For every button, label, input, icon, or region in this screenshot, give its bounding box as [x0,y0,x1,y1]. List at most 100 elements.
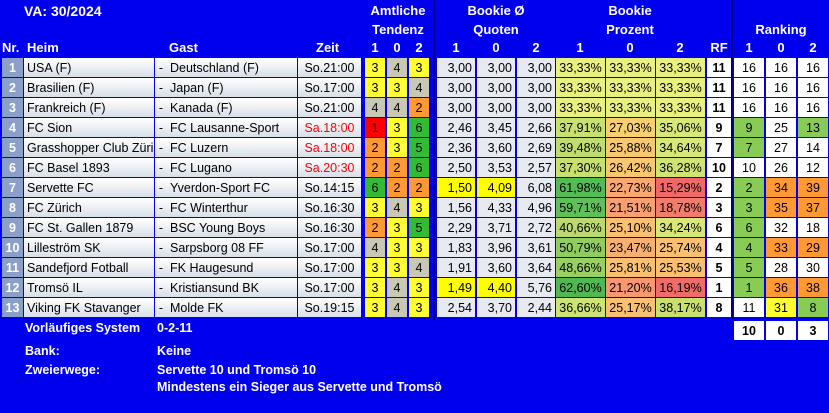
quote-2: 3,00 [517,98,555,117]
col-nr: Nr. [2,40,20,55]
tendenz-0: 4 [387,298,407,317]
rank-1: 2 [734,178,764,197]
prozent-0: 23,47% [606,238,655,257]
rf-value: 11 [707,58,731,77]
tendenz-0: 4 [387,58,407,77]
match-table-body: 1 USA (F) - Deutschland (F) So.21:00 3 4 3 3,00 3… [0,58,829,318]
prozent-2: 34,64% [656,138,705,157]
quote-2: 3,61 [517,238,555,257]
home-team: FC Basel 1893 [24,158,154,177]
row-number: 7 [2,178,23,197]
vs-dash: - [155,178,167,197]
row-number: 10 [2,238,23,257]
tendenz-2: 3 [409,198,429,217]
tendenz-0: 3 [387,218,407,237]
quote-1: 2,29 [437,218,475,237]
quote-2: 2,57 [517,158,555,177]
prozent-0: 25,17% [606,298,655,317]
prozent-2: 34,24% [656,218,705,237]
prozent-1: 48,66% [556,258,605,277]
row-number: 5 [2,138,23,157]
rf-value: 6 [707,218,731,237]
rf-value: 11 [707,78,731,97]
quote-1: 1,83 [437,238,475,257]
row-number: 8 [2,198,23,217]
rank-0: 33 [766,238,796,257]
prozent-2: 33,33% [656,58,705,77]
kickoff-time: So.16:30 [298,198,361,217]
quote-2: 6,08 [517,178,555,197]
home-team: FC St. Gallen 1879 [24,218,154,237]
prozent-0: 33,33% [606,58,655,77]
rank-1: 9 [734,118,764,137]
kickoff-time: So.21:00 [298,98,361,117]
table-row: 8 FC Zürich - FC Winterthur So.16:30 3 4 3 1,56 4… [0,198,829,217]
rf-value: 5 [707,258,731,277]
row-number: 6 [2,158,23,177]
quote-2: 2,69 [517,138,555,157]
col-tendenz-1: 1 [371,40,379,55]
quote-2: 2,66 [517,118,555,137]
row-number: 2 [2,78,23,97]
quote-1: 3,00 [437,98,475,117]
quote-1: 2,54 [437,298,475,317]
kickoff-time: So.14:15 [298,178,361,197]
vs-dash: - [155,98,167,117]
tendenz-2: 3 [409,298,429,317]
tendenz-1: 6 [365,178,385,197]
row-number: 12 [2,278,23,297]
tendenz-0: 2 [387,158,407,177]
rank-0: 16 [766,58,796,77]
prozent-0: 25,81% [606,258,655,277]
col-rank-0: 0 [777,40,785,55]
zweierwege-label: Zweierwege: [25,363,101,377]
quote-1: 1,49 [437,278,475,297]
quote-2: 2,72 [517,218,555,237]
table-row: 5 Grasshopper Club Züri - FC Luzern Sa.18:00… [0,138,829,157]
tendenz-2: 6 [409,118,429,137]
tendenz-1: 3 [365,198,385,217]
rank-1: 16 [734,98,764,117]
rf-value: 3 [707,198,731,217]
zweierwege-line-1: Servette 10 und Tromsö 10 [157,363,317,377]
vs-dash: - [155,118,167,137]
header-bookie: Bookie [608,3,652,18]
separator [433,0,435,320]
row-number: 3 [2,98,23,117]
total-2: 3 [798,321,828,340]
tendenz-2: 3 [409,238,429,257]
prozent-0: 26,42% [606,158,655,177]
rank-1: 7 [734,138,764,157]
away-team: Molde FK [167,298,297,317]
col-tendenz-2: 2 [415,40,423,55]
quote-0: 3,60 [477,258,515,277]
quote-0: 3,96 [477,238,515,257]
home-team: FC Zürich [24,198,154,217]
vs-dash: - [155,238,167,257]
prozent-1: 61,98% [556,178,605,197]
prozent-1: 40,66% [556,218,605,237]
quote-1: 3,00 [437,78,475,97]
row-number: 9 [2,218,23,237]
rf-value: 10 [707,158,731,177]
rank-0: 32 [766,218,796,237]
rank-0: 34 [766,178,796,197]
header-amtliche: Amtliche [370,3,426,18]
tendenz-0: 3 [387,78,407,97]
col-quote-0: 0 [492,40,500,55]
header-bookie-avg: Bookie Ø [467,3,525,18]
rank-2: 29 [798,238,828,257]
rank-2: 13 [798,118,828,137]
table-row: 2 Brasilien (F) - Japan (F) So.17:00 3 3 4 3,00 3… [0,78,829,97]
kickoff-time: Sa.18:00 [298,118,361,137]
away-team: FC Lausanne-Sport [167,118,297,137]
tendenz-0: 3 [387,138,407,157]
vs-dash: - [155,198,167,217]
tendenz-1: 3 [365,78,385,97]
prozent-2: 18,78% [656,198,705,217]
rank-2: 37 [798,198,828,217]
prozent-1: 37,30% [556,158,605,177]
kickoff-time: So.17:00 [298,278,361,297]
vs-dash: - [155,278,167,297]
col-quote-2: 2 [532,40,540,55]
